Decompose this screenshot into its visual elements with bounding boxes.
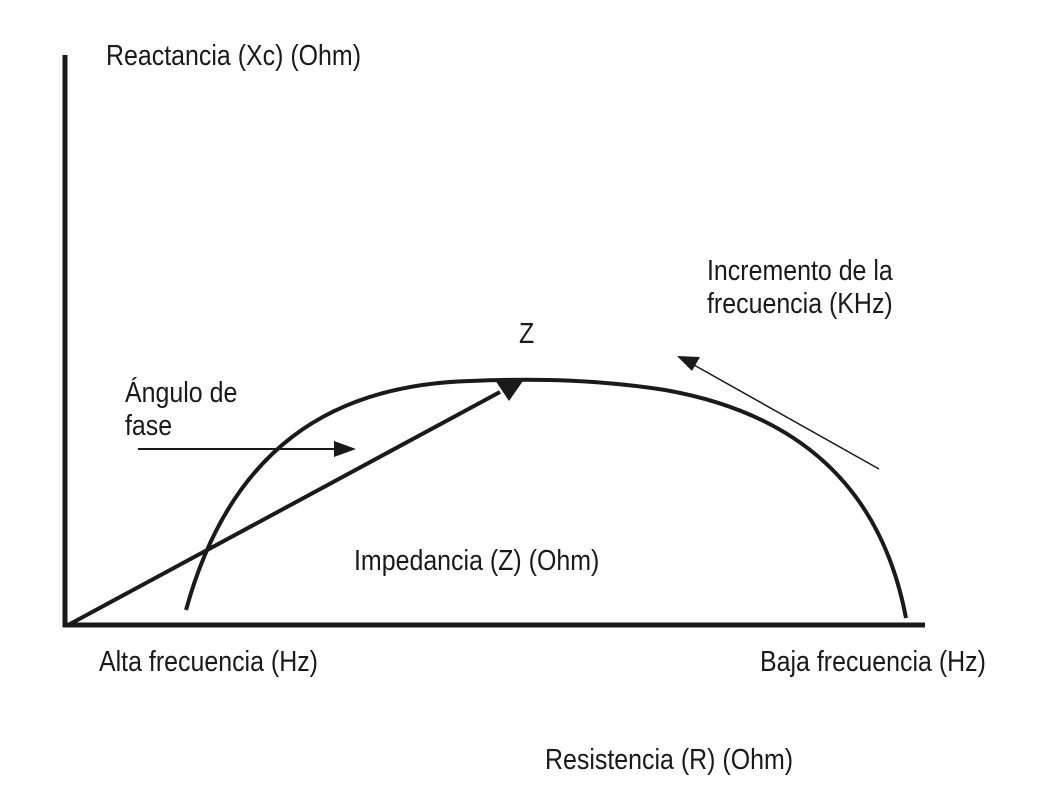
high-frequency-label: Alta frecuencia (Hz) bbox=[99, 646, 319, 678]
phase-angle-arrowhead bbox=[334, 441, 356, 457]
frequency-increase-arrow bbox=[693, 364, 880, 470]
frequency-increase-label-line1: Incremento de la bbox=[707, 255, 893, 287]
z-label: Z bbox=[519, 318, 535, 350]
low-frequency-label: Baja frecuencia (Hz) bbox=[760, 646, 986, 678]
impedance-arc bbox=[184, 377, 908, 619]
y-axis-label: Reactancia (Xc) (Ohm) bbox=[106, 40, 362, 72]
impedance-vector bbox=[69, 390, 501, 626]
phase-angle-label-line1: Ángulo de bbox=[125, 377, 238, 409]
frequency-increase-label-line2: frecuencia (KHz) bbox=[707, 288, 893, 320]
phase-angle-label: Ángulo de fase bbox=[125, 377, 237, 443]
frequency-increase-arrowhead bbox=[677, 356, 700, 371]
impedance-vector-arrowhead bbox=[495, 378, 525, 401]
x-axis-label: Resistencia (R) (Ohm) bbox=[545, 744, 794, 776]
frequency-increase-label: Incremento de la frecuencia (KHz) bbox=[707, 255, 893, 321]
impedance-label: Impedancia (Z) (Ohm) bbox=[354, 545, 600, 577]
phase-angle-label-line2: fase bbox=[125, 410, 173, 442]
